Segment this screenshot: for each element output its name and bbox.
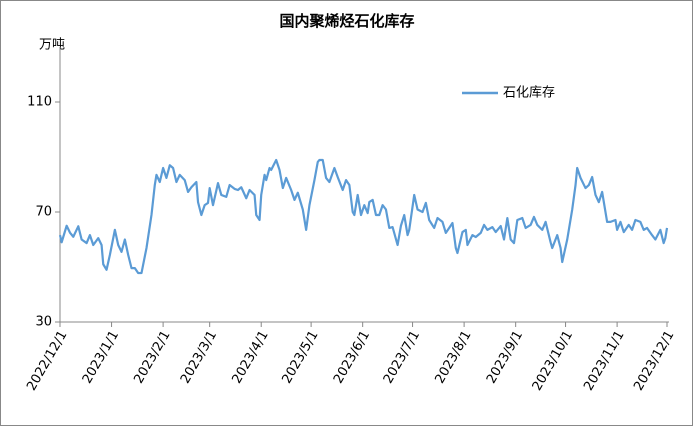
y-tick-label: 30 bbox=[35, 315, 52, 330]
y-axis-label: 万吨 bbox=[39, 38, 65, 53]
y-tick-label: 110 bbox=[27, 95, 52, 110]
legend-label: 石化库存 bbox=[503, 85, 555, 101]
y-tick-label: 70 bbox=[35, 205, 52, 220]
series-line bbox=[58, 158, 669, 275]
chart-title: 国内聚烯烃石化库存 bbox=[279, 12, 414, 30]
